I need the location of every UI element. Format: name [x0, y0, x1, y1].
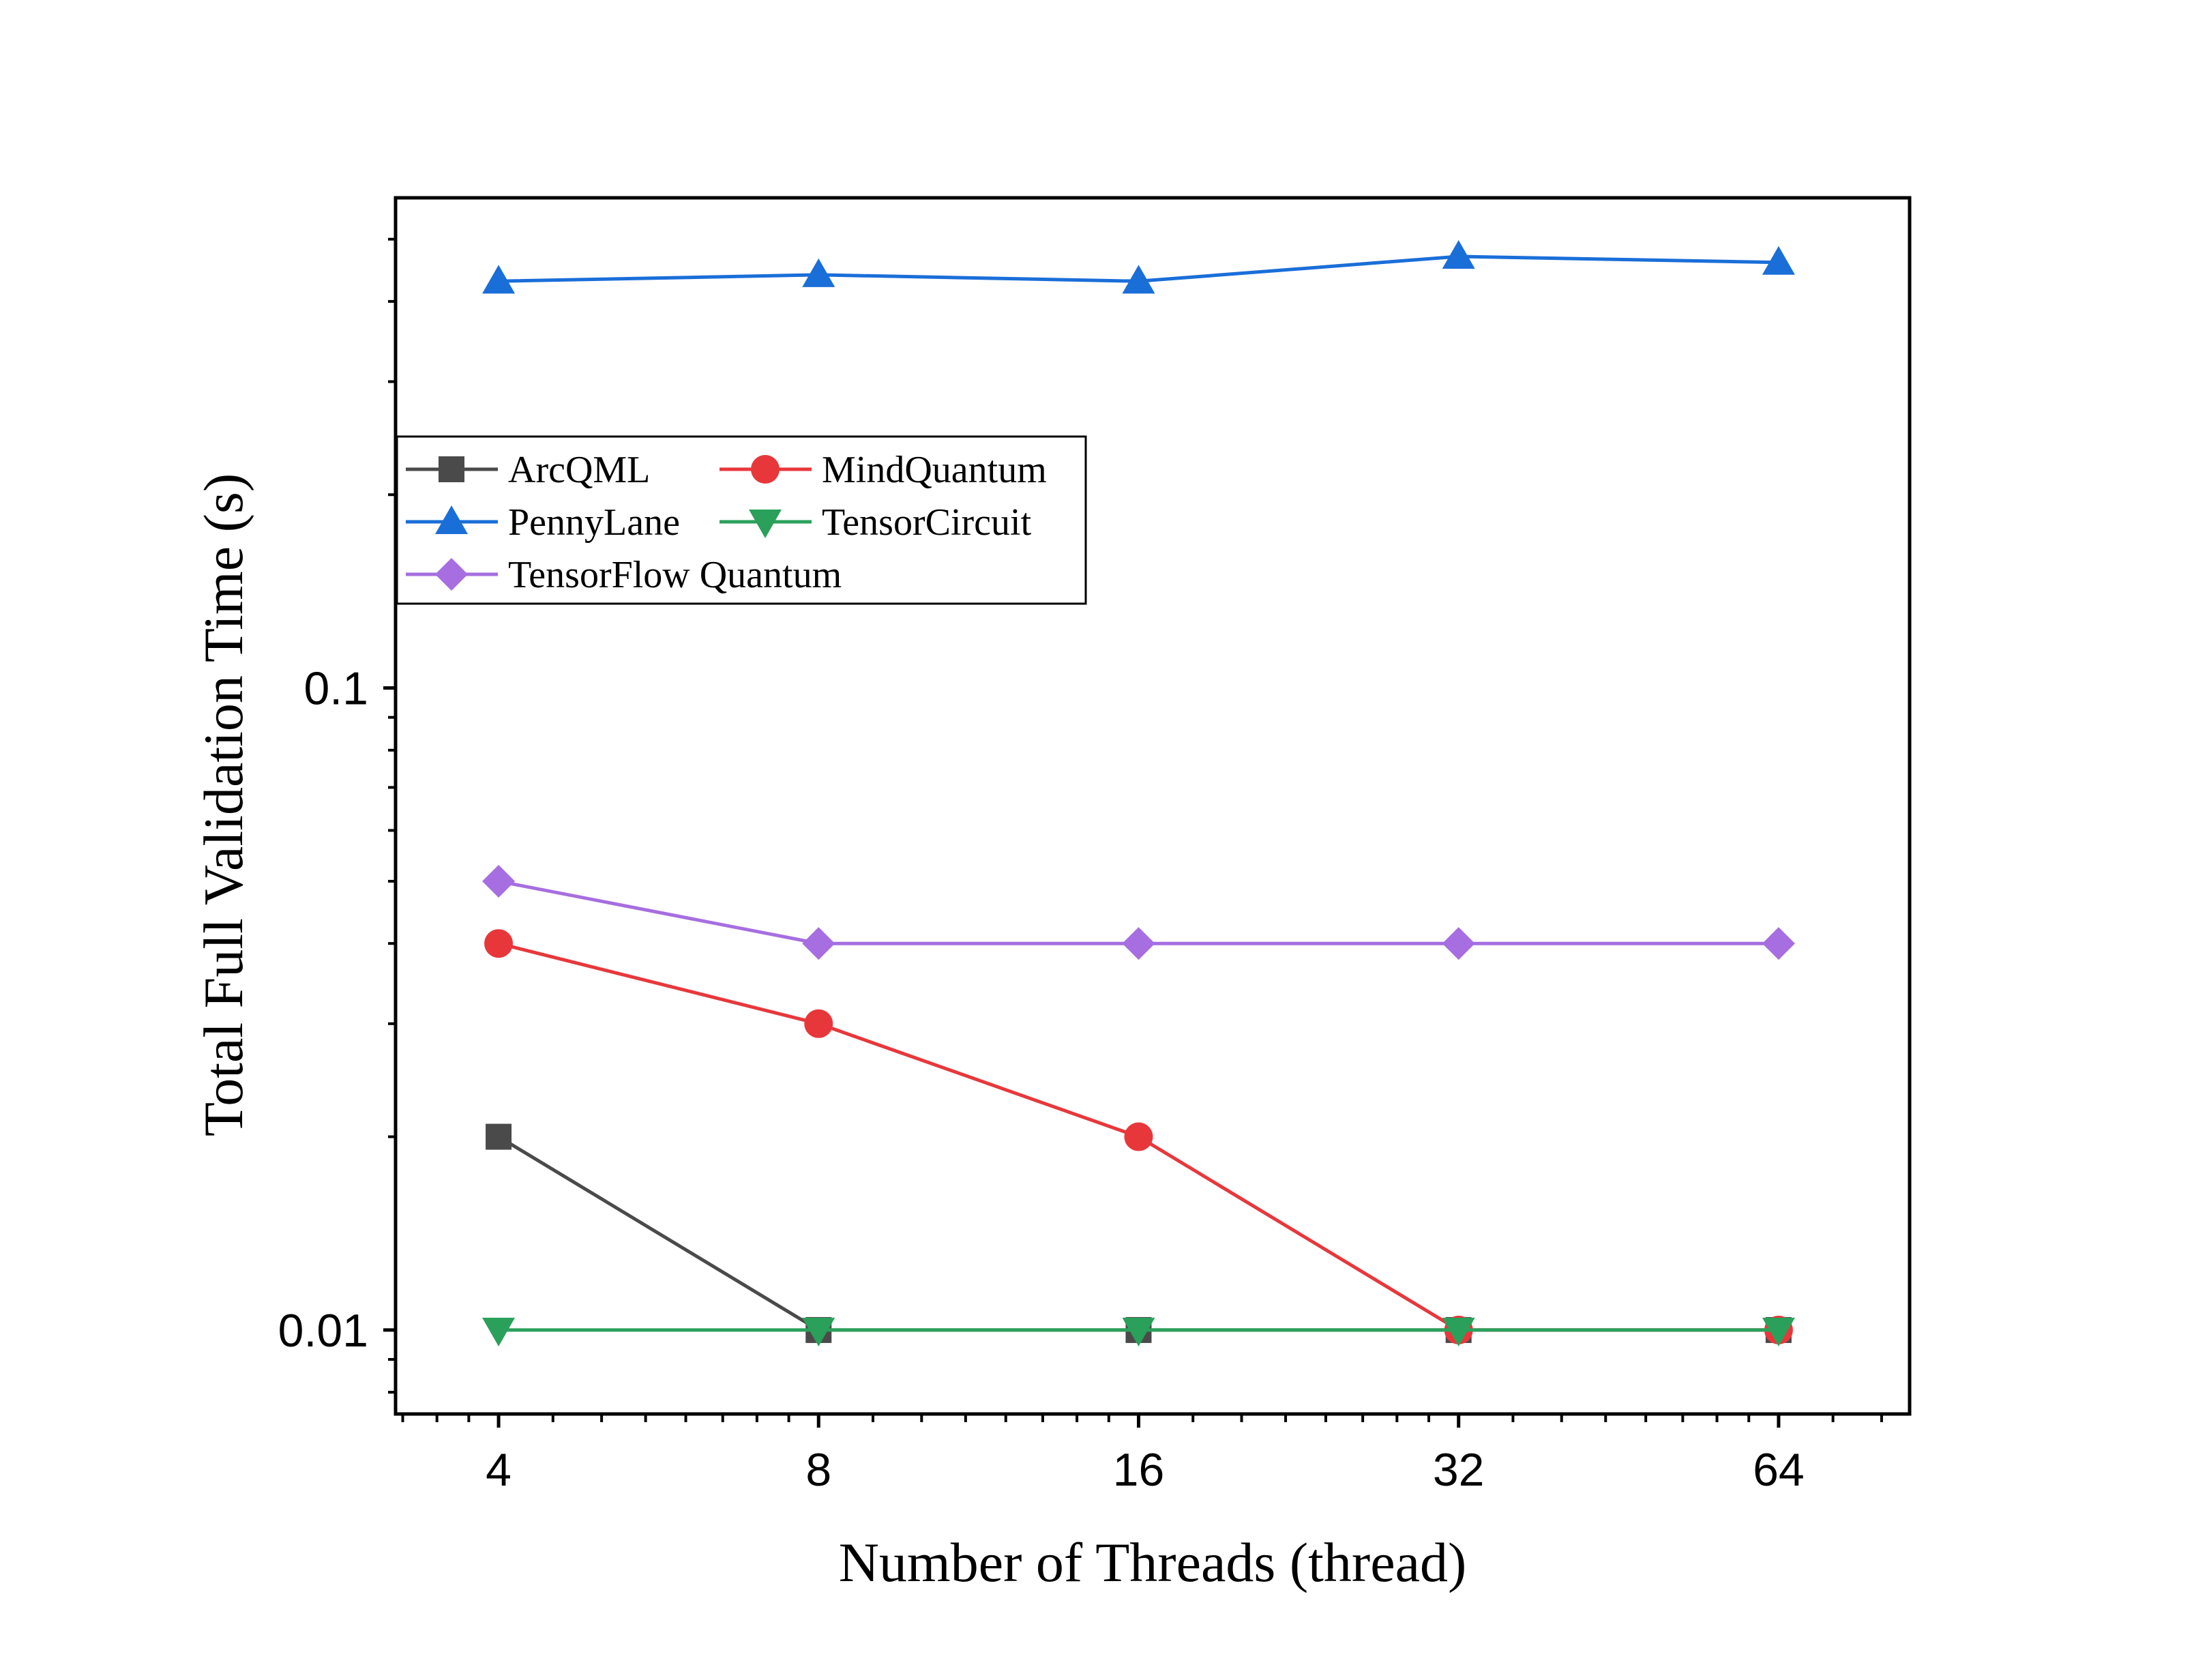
legend-item: TensorFlow Quantum [406, 554, 842, 596]
y-axis-title: Total Full Validation Time (s) [192, 473, 254, 1136]
y-tick-label: 0.01 [278, 1305, 368, 1357]
data-point [1762, 1317, 1795, 1346]
legend-label: PennyLane [508, 501, 680, 544]
major-ticks [383, 686, 1781, 1428]
legend-item: ArcQML [406, 449, 650, 491]
legend-label: MindQuantum [822, 449, 1047, 491]
data-point [482, 864, 516, 898]
data-point [1762, 927, 1795, 960]
legend-marker [435, 505, 468, 534]
data-point [1442, 239, 1475, 269]
x-tick-label: 4 [486, 1444, 512, 1496]
x-minor-ticks [401, 1414, 1883, 1422]
data-point [1122, 927, 1155, 960]
x-axis-title: Number of Threads (thread) [839, 1531, 1467, 1593]
legend-marker [435, 558, 468, 591]
y-tick-label: 0.1 [303, 663, 368, 715]
legend-marker [751, 455, 780, 484]
data-point [1122, 1317, 1155, 1346]
data-point [802, 1317, 835, 1346]
legend-item: PennyLane [406, 501, 680, 544]
legend-item: MindQuantum [720, 449, 1047, 491]
y-minor-ticks [388, 237, 396, 1394]
plot-frame [394, 196, 1912, 1416]
data-point [482, 1317, 516, 1346]
legend-label: TensorCircuit [822, 501, 1032, 544]
legend-marker [439, 456, 464, 482]
series-pennylane [482, 239, 1795, 294]
data-point [1122, 265, 1155, 294]
data-point [486, 1123, 512, 1150]
data-point [484, 929, 514, 958]
series-layer [482, 239, 1795, 1346]
x-tick-label: 32 [1433, 1444, 1485, 1496]
data-point [1124, 1122, 1153, 1151]
legend-label: TensorFlow Quantum [508, 554, 842, 596]
legend-marker [749, 510, 782, 538]
data-point [802, 258, 835, 287]
x-tick-label: 16 [1113, 1444, 1165, 1496]
legend: ArcQML MindQuantum PennyLane TensorCircuit T… [396, 435, 1087, 605]
data-point [804, 1009, 833, 1038]
series-tensorcircuit [482, 1317, 1795, 1346]
data-point [1442, 1317, 1475, 1346]
data-point [802, 927, 835, 960]
legend-item: TensorCircuit [720, 501, 1032, 544]
series-tensorflow-quantum [482, 864, 1795, 960]
x-tick-label: 8 [805, 1444, 831, 1496]
data-point [482, 265, 516, 294]
x-tick-label: 64 [1753, 1444, 1805, 1496]
tick-labels: 0.01 0.1 4 8 16 32 64 [278, 663, 1805, 1496]
legend-label: ArcQML [508, 449, 650, 491]
data-point [1762, 246, 1795, 275]
data-point [1442, 927, 1475, 960]
